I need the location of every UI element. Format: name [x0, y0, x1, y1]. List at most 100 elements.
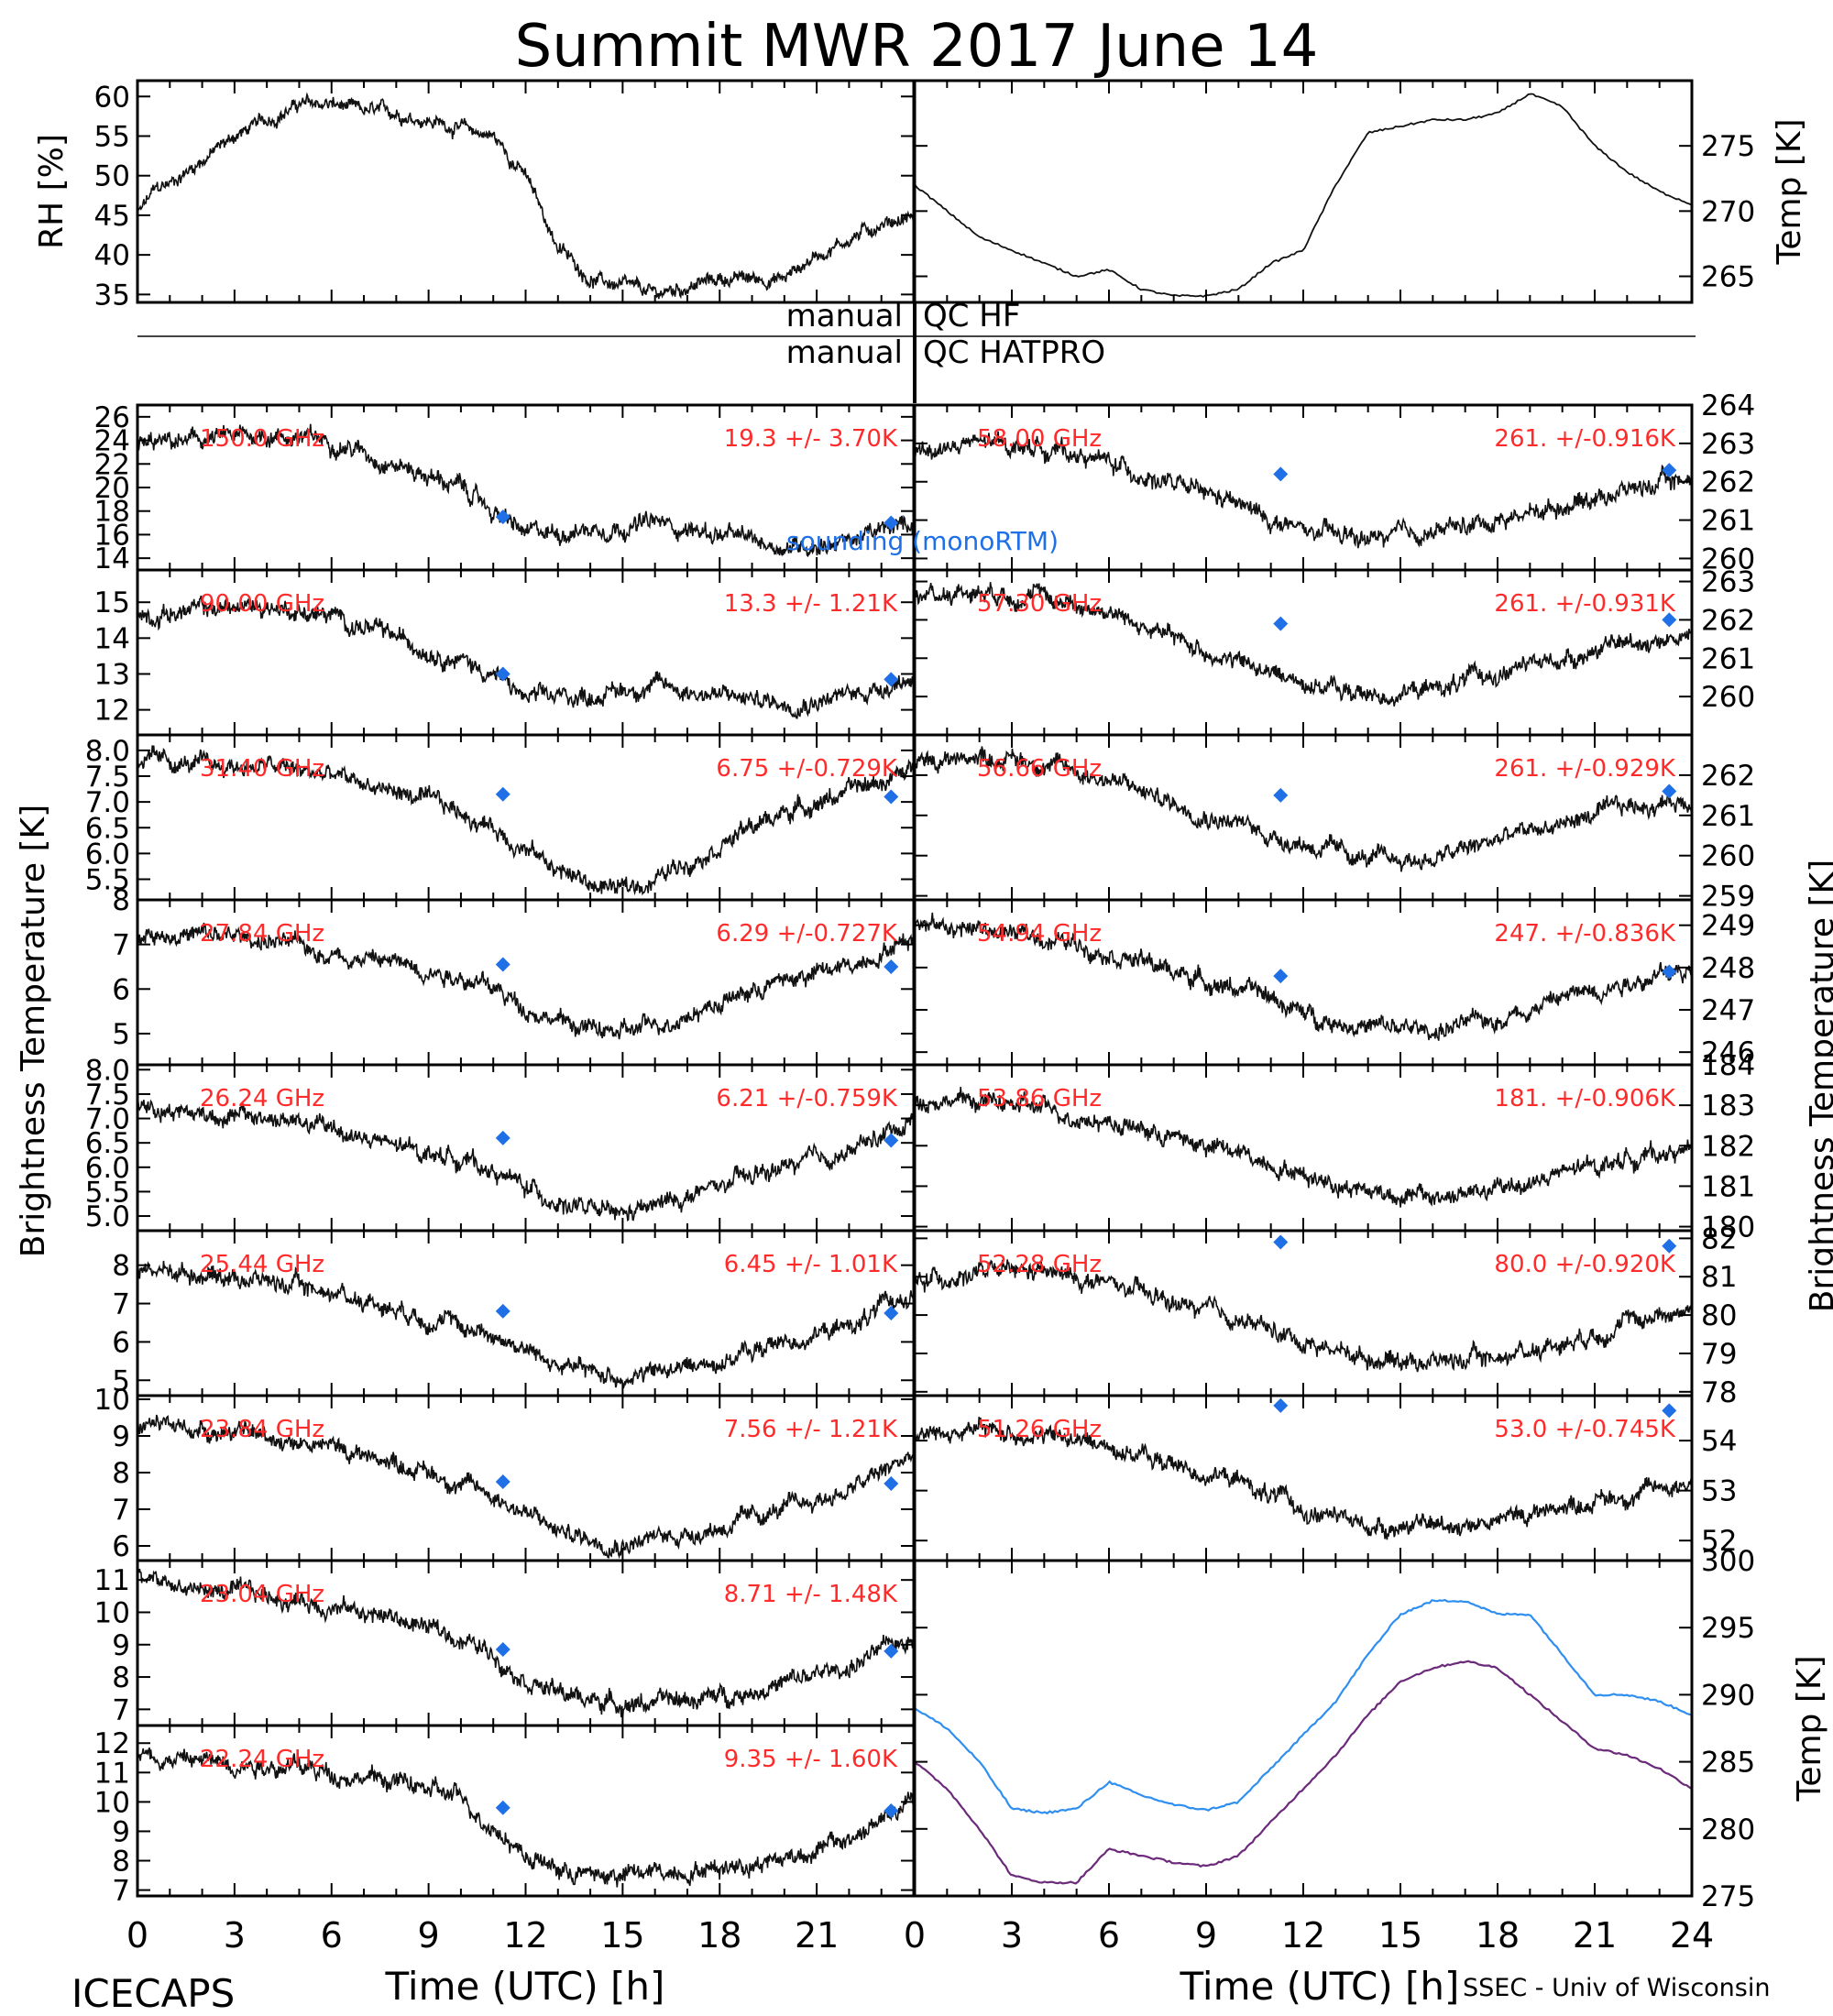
panel-temp-frame [913, 79, 1694, 304]
panel-left-4-ytick-label: 8 [112, 884, 130, 917]
panel-rh-ytick-label: 35 [94, 279, 130, 312]
panel-right-2-sounding-marker [1662, 612, 1677, 628]
panel-right-6-ytick-label: 82 [1701, 1222, 1737, 1255]
panel-left-7-ytick-label: 10 [94, 1384, 130, 1417]
left-x-axis-title: Time (UTC) [h] [385, 1964, 665, 2009]
panel-blackbody-hf-line [914, 1660, 1693, 1885]
panel-blackbody-ytick-label: 300 [1701, 1545, 1755, 1578]
panel-right-7-trace [914, 1417, 1693, 1540]
left-xtick-label: 3 [224, 1915, 246, 1956]
right-y-axis-title: Brightness Temperature [K] [1804, 860, 1833, 1312]
panel-right-3-trace [914, 746, 1693, 872]
panel-temp-ytick-label: 265 [1701, 261, 1755, 294]
panel-right-2-sounding-marker [1273, 616, 1289, 631]
panel-right-7-sounding-marker [1273, 1397, 1289, 1413]
panel-left-2-trace [137, 595, 915, 719]
panel-right-4-trace [914, 912, 1693, 1041]
panel-right-1-trace [914, 431, 1693, 549]
panel-right-6-ytick-label: 79 [1701, 1338, 1737, 1371]
left-xtick-label: 15 [600, 1915, 644, 1956]
panel-left-5-ytick-label: 6.5 [85, 1127, 130, 1160]
panel-blackbody-y-axis-title: Temp [K] [1791, 1655, 1828, 1802]
panel-left-7-ytick-label: 8 [112, 1457, 130, 1490]
qc-hf-label: QC HF [923, 298, 1020, 334]
panel-left-2-ytick-label: 14 [94, 622, 130, 655]
right-xtick-label: 6 [1098, 1915, 1120, 1956]
panel-left-5-frequency-label: 26.24 GHz [200, 1085, 324, 1112]
panel-right-3-frequency-label: 56.66 GHz [977, 755, 1102, 783]
left-xtick-label: 21 [795, 1915, 839, 1956]
panel-left-5-stats-label: 6.21 +/-0.759K [716, 1085, 898, 1112]
panel-left-5-ytick-label: 5.5 [85, 1176, 130, 1209]
panel-right-1-stats-label: 261. +/-0.916K [1494, 425, 1676, 453]
panel-left-5-ytick-label: 7.5 [85, 1079, 130, 1112]
panel-right-4-ytick-label: 246 [1701, 1036, 1755, 1069]
panel-right-1-ytick-label: 261 [1701, 505, 1755, 538]
panel-left-1-ytick-label: 16 [94, 519, 130, 552]
panel-right-5-trace [914, 1087, 1693, 1208]
panel-left-9-ytick-label: 11 [94, 1757, 130, 1790]
panel-right-7-ytick-label: 52 [1701, 1525, 1737, 1558]
panel-left-6-ytick-label: 7 [112, 1288, 130, 1321]
panel-left-1-sounding-marker [495, 509, 510, 525]
panel-right-4-sounding-marker [1273, 969, 1289, 984]
panel-left-3-ytick-label: 8.0 [85, 735, 130, 768]
panel-left-1-frequency-label: 150.0 GHz [200, 425, 324, 453]
panel-blackbody-ytick-label: 280 [1701, 1813, 1755, 1846]
panel-left-1-ytick-label: 26 [94, 401, 130, 434]
panel-blackbody-ytick-label: 290 [1701, 1679, 1755, 1712]
panel-right-6-trace [914, 1259, 1693, 1373]
panel-right-1-sounding-marker [1662, 463, 1677, 478]
panel-left-8-trace [137, 1568, 915, 1718]
panel-left-1-ytick-label: 20 [94, 472, 130, 505]
panel-left-5-ytick-label: 6.0 [85, 1152, 130, 1185]
panel-rh-ytick-label: 45 [94, 200, 130, 233]
panel-right-6-sounding-marker [1662, 1238, 1677, 1254]
panel-right-3-ytick-label: 259 [1701, 881, 1755, 914]
panel-right-4-ytick-label: 249 [1701, 910, 1755, 943]
panel-left-4-sounding-marker [884, 959, 899, 974]
panel-left-8-frequency-label: 23.04 GHz [200, 1581, 324, 1608]
footer-left-label: ICECAPS [71, 1971, 235, 2016]
panel-left-3-ytick-label: 6.5 [85, 812, 130, 845]
panel-right-1-ytick-label: 264 [1701, 389, 1755, 422]
panel-left-9-ytick-label: 7 [112, 1875, 130, 1908]
panel-left-4-stats-label: 6.29 +/-0.727K [716, 920, 898, 948]
panel-left-3-ytick-label: 7.5 [85, 761, 130, 794]
panel-left-9-ytick-label: 10 [94, 1786, 130, 1819]
traces-layer [137, 92, 1693, 1888]
panel-left-3-trace [137, 745, 915, 896]
panel-blackbody-frame [913, 1559, 1694, 1898]
panel-left-4-ytick-label: 5 [112, 1018, 130, 1051]
panel-left-1-sounding-marker [884, 515, 899, 531]
panel-right-4-ytick-label: 247 [1701, 994, 1755, 1027]
panel-right-1-sounding-marker [1273, 466, 1289, 482]
panel-left-4-frequency-label: 27.84 GHz [200, 920, 324, 948]
left-xtick-label: 9 [418, 1915, 440, 1956]
panel-right-3-ytick-label: 261 [1701, 800, 1755, 833]
panel-left-2-ytick-label: 15 [94, 586, 130, 619]
panel-right-7-ytick-label: 53 [1701, 1475, 1737, 1508]
panel-left-9-sounding-marker [495, 1800, 510, 1815]
panel-left-3-ytick-label: 5.5 [85, 864, 130, 897]
panel-right-4-sounding-marker [1662, 964, 1677, 980]
panel-temp-trace [914, 93, 1693, 298]
panel-temp-ytick-label: 275 [1701, 130, 1755, 163]
panel-left-3-frequency-label: 31.40 GHz [200, 755, 324, 783]
left-xtick-label: 6 [321, 1915, 343, 1956]
panel-right-4-ytick-label: 248 [1701, 952, 1755, 985]
frames-layer [136, 79, 1694, 1898]
right-xtick-label: 24 [1670, 1915, 1714, 1956]
qc-hf-manual-label: manual [786, 298, 903, 334]
panel-left-9-sounding-marker [884, 1803, 899, 1818]
panel-left-2-ytick-label: 12 [94, 695, 130, 728]
panel-right-6-ytick-label: 81 [1701, 1261, 1737, 1294]
panel-right-7-sounding-marker [1662, 1403, 1677, 1419]
panel-left-9-ytick-label: 9 [112, 1815, 130, 1848]
panel-left-3-ytick-label: 6.0 [85, 838, 130, 871]
panel-right-3-ytick-label: 262 [1701, 760, 1755, 793]
panel-left-4-ytick-label: 7 [112, 929, 130, 962]
panel-right-6-ytick-label: 80 [1701, 1299, 1737, 1332]
left-y-axis-title: Brightness Temperature [K] [15, 805, 52, 1257]
